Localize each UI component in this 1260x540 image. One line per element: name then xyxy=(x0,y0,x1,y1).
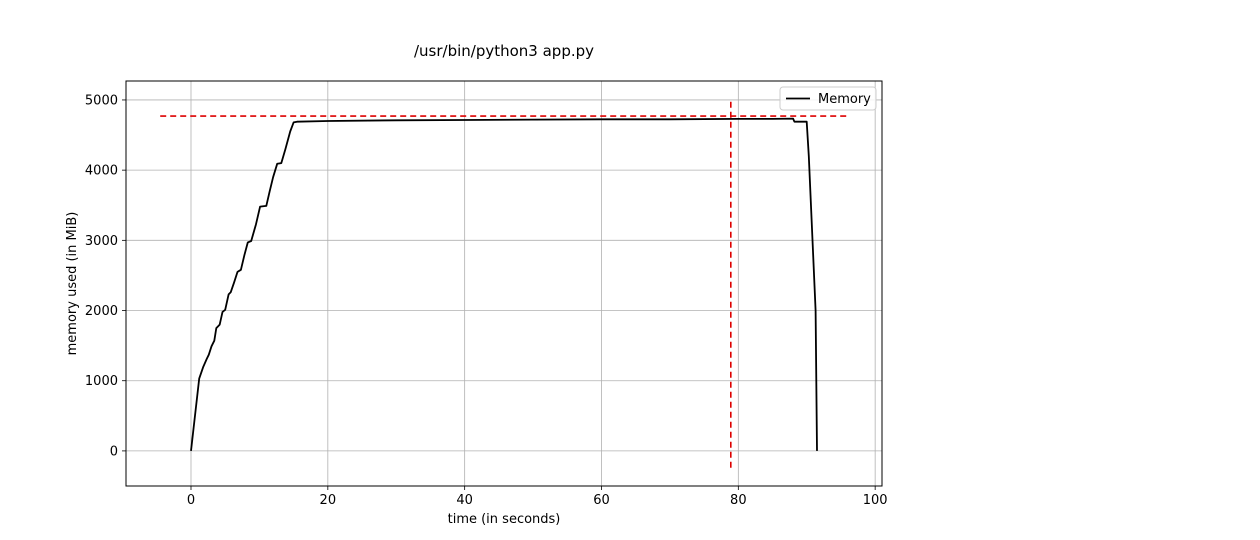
legend-label: Memory xyxy=(818,92,871,107)
y-tick-label: 5000 xyxy=(85,93,118,108)
x-tick-label: 60 xyxy=(593,493,610,508)
y-tick-label: 4000 xyxy=(85,164,118,179)
x-tick-label: 80 xyxy=(730,493,747,508)
grid xyxy=(126,81,882,486)
y-tick-label: 2000 xyxy=(85,304,118,319)
y-tick-label: 1000 xyxy=(85,374,118,389)
memory-series-line xyxy=(190,117,818,452)
chart-title: /usr/bin/python3 app.py xyxy=(414,42,594,60)
reference-lines xyxy=(160,98,848,468)
x-axis-label: time (in seconds) xyxy=(448,512,561,527)
series-lines xyxy=(190,117,818,452)
x-tick-label: 100 xyxy=(863,493,888,508)
legend-box xyxy=(779,86,877,111)
y-tick-label: 0 xyxy=(110,444,118,459)
x-tick-label: 20 xyxy=(320,493,337,508)
y-axis-label: memory used (in MiB) xyxy=(65,212,80,356)
legend: Memory xyxy=(779,86,877,111)
x-tick-label: 0 xyxy=(187,493,195,508)
x-tick-label: 40 xyxy=(456,493,473,508)
y-tick-label: 3000 xyxy=(85,234,118,249)
plot-frame xyxy=(125,80,883,487)
